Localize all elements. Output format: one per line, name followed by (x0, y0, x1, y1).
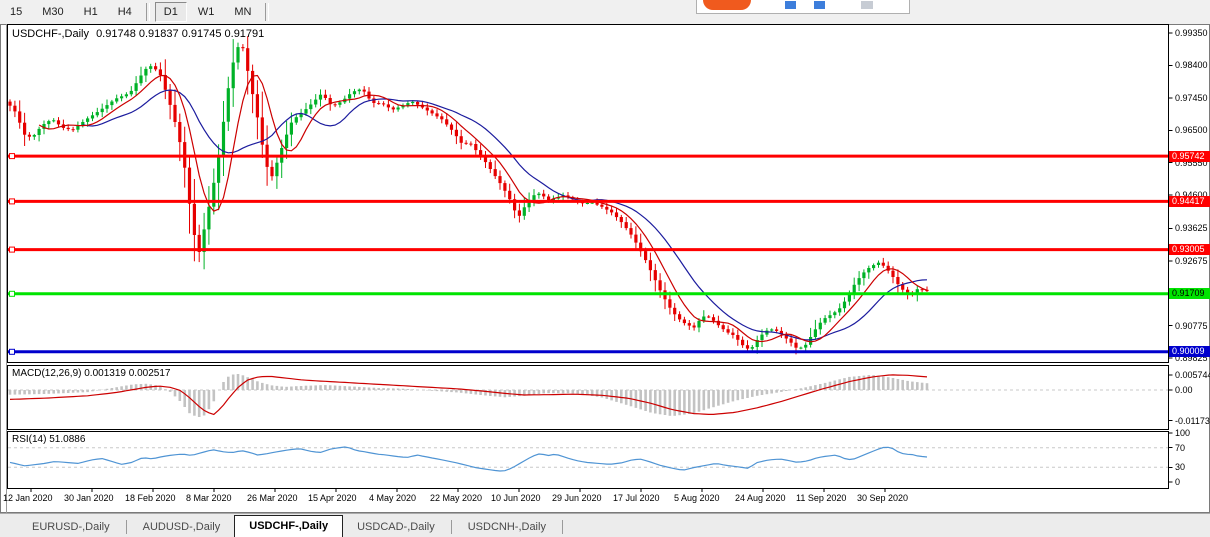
gray-glyph-icon (861, 1, 873, 9)
chart-tab-eurusd[interactable]: EURUSD-,Daily (32, 521, 110, 533)
rsi-axis-tick: 0 (1175, 477, 1181, 487)
macd-axis-tick: -0.011738 (1175, 415, 1210, 426)
chart-tab-usdcnh[interactable]: USDCNH-,Daily (467, 521, 546, 533)
price-axis-tick: 0.93625 (1175, 223, 1208, 234)
price-badge-0.94417: 0.94417 (1169, 195, 1210, 207)
chart-ohlc-values: 0.91748 0.91837 0.91745 0.91791 (96, 28, 265, 40)
main-chart-plot[interactable] (8, 25, 1168, 362)
macd-indicator-label: MACD(12,26,9) 0.001319 0.002517 (12, 368, 170, 379)
price-badge-0.93005: 0.93005 (1169, 244, 1210, 256)
date-axis-label: 18 Feb 2020 (125, 493, 176, 503)
macd-histogram (8, 374, 929, 417)
date-axis-label: 12 Jan 2020 (3, 493, 53, 503)
price-axis-tick: 0.99350 (1175, 28, 1208, 38)
price-badge-0.90009: 0.90009 (1169, 346, 1210, 358)
hline-handle[interactable] (9, 290, 15, 297)
hline-handle[interactable] (9, 246, 15, 253)
hline-handle[interactable] (9, 348, 15, 355)
timeframe-button-h1[interactable]: H1 (83, 6, 98, 18)
orange-logo-icon (703, 0, 751, 10)
price-axis-tick: 0.90775 (1175, 320, 1208, 331)
date-axis-label: 30 Sep 2020 (857, 493, 909, 503)
price-axis-tick: 0.94600 (1175, 190, 1209, 200)
rsi-axis-tick: 100 (1175, 428, 1191, 438)
toolbar-separator (265, 3, 270, 21)
rsi-indicator-label: RSI(14) 51.0886 (12, 434, 85, 445)
blue-glyph-icon-2 (814, 1, 825, 9)
tab-separator (125, 520, 127, 534)
timeframe-button-w1[interactable]: W1 (197, 6, 215, 18)
main-panel-frame (7, 24, 1169, 363)
date-axis-label: 26 Mar 2020 (247, 493, 298, 503)
blue-glyph-icon (785, 1, 796, 9)
chart-symbol-label: USDCHF-,Daily (12, 28, 89, 40)
price-axis-tick: 0.98400 (1175, 60, 1208, 71)
price-axis-tick: 0.95550 (1175, 157, 1208, 168)
hline-handle[interactable] (9, 198, 15, 205)
price-axis-tick: 0.89825 (1175, 353, 1208, 364)
chart-tab-bar: EURUSD-,Daily AUDUSD-,Daily USDCHF-,Daily U… (0, 513, 1210, 537)
panel-divider-macd[interactable] (0, 362, 1210, 366)
chart-tab-audusd[interactable]: AUDUSD-,Daily (142, 521, 221, 533)
macd-axis-tick: 0.00 (1175, 385, 1193, 395)
date-axis-label: 10 Jun 2020 (491, 493, 541, 503)
macd-name: MACD(12,26,9) (12, 368, 82, 379)
toolbar-separator (145, 3, 150, 21)
rsi-panel-plot[interactable] (8, 432, 1168, 488)
panel-divider-rsi[interactable] (0, 428, 1210, 432)
chart-tab-usdcad[interactable]: USDCAD-,Daily (357, 521, 435, 533)
macd-signal-line (9, 374, 928, 416)
timeframe-toolbar: 15 M30 H1 H4 D1 W1 MN (0, 0, 1210, 24)
date-axis-label: 11 Sep 2020 (796, 493, 847, 503)
date-axis-label: 30 Jan 2020 (64, 493, 114, 503)
date-axis-label: 4 May 2020 (369, 493, 417, 503)
chart-tab-usdchf[interactable]: USDCHF-,Daily (234, 515, 344, 537)
tab-separator (561, 520, 563, 534)
chart-canvas[interactable] (0, 24, 1210, 513)
date-axis-label: 15 Apr 2020 (308, 493, 357, 503)
timeframe-button-m30[interactable]: M30 (42, 6, 64, 18)
date-axis-label: 29 Jun 2020 (552, 493, 602, 503)
rsi-panel-frame (7, 431, 1169, 489)
price-badge-0.91709: 0.91709 (1169, 288, 1210, 300)
rsi-line (9, 446, 928, 472)
date-axis-label: 8 Mar 2020 (186, 493, 232, 503)
date-axis-label: 5 Aug 2020 (674, 493, 720, 503)
chart-title: USDCHF-,Daily 0.91748 0.91837 0.91745 0.… (12, 28, 268, 40)
rsi-name: RSI(14) (12, 434, 47, 445)
timeframe-button-d1[interactable]: D1 (154, 2, 187, 22)
timeframe-button-15[interactable]: 15 (10, 6, 23, 18)
ma-fast-line (38, 74, 928, 343)
chart-window: USDCHF-,Daily 0.91748 0.91837 0.91745 0.… (0, 24, 1210, 513)
macd-values: 0.001319 0.002517 (84, 368, 171, 379)
rsi-axis-tick: 30 (1175, 462, 1186, 473)
price-axis-tick: 0.97450 (1175, 92, 1208, 103)
floating-window-fragment[interactable] (696, 0, 910, 14)
ma-slow-line (82, 89, 928, 341)
macd-panel-frame (7, 365, 1169, 430)
date-axis-label: 22 May 2020 (430, 493, 483, 503)
price-badge-0.95742: 0.95742 (1169, 150, 1210, 162)
timeframe-button-h4[interactable]: H4 (117, 6, 132, 18)
macd-axis-tick: 0.005744 (1175, 370, 1210, 380)
macd-panel-plot[interactable] (8, 366, 1168, 429)
rsi-axis-tick: 70 (1175, 442, 1186, 453)
date-axis-label: 24 Aug 2020 (735, 493, 786, 503)
price-axis-tick: 0.92675 (1175, 255, 1208, 266)
date-axis-label: 17 Jul 2020 (613, 493, 660, 503)
rsi-value: 51.0886 (49, 434, 86, 445)
timeframe-button-mn[interactable]: MN (234, 6, 252, 18)
tab-separator (450, 520, 452, 534)
price-axis-tick: 0.96500 (1175, 125, 1208, 136)
hline-handle[interactable] (9, 153, 15, 160)
